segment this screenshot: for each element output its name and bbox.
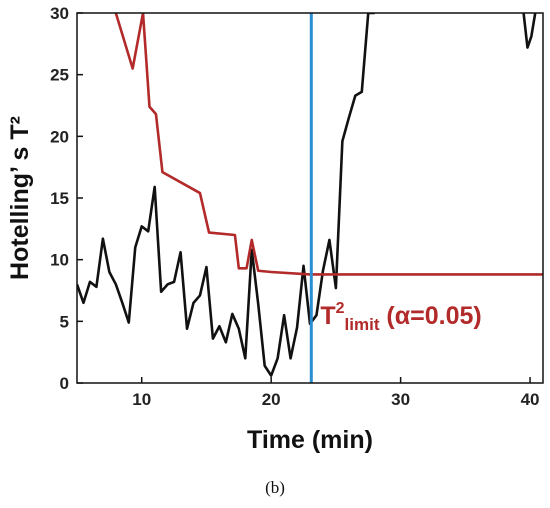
series-line-2 bbox=[522, 13, 537, 49]
y-axis-title: Hotelling’ s T² bbox=[6, 116, 34, 280]
x-tick-label: 40 bbox=[521, 390, 540, 409]
annotation-sub: limit bbox=[345, 315, 380, 334]
figure-caption: (b) bbox=[265, 478, 285, 497]
x-tick-label: 20 bbox=[262, 390, 281, 409]
x-tick-label: 30 bbox=[391, 390, 410, 409]
y-tick-label: 5 bbox=[60, 312, 69, 331]
control-limit-label: T2limit (α=0.05) bbox=[320, 300, 481, 334]
y-tick-label: 0 bbox=[60, 374, 69, 393]
y-tick-label: 30 bbox=[50, 4, 69, 23]
y-tick-label: 25 bbox=[50, 66, 69, 85]
y-tick-label: 20 bbox=[50, 127, 69, 146]
x-tick-label: 10 bbox=[132, 390, 151, 409]
tick-layer: 10 20 30 40 0 5 10 15 20 25 30 bbox=[50, 4, 539, 409]
annotation-rest: (α=0.05) bbox=[379, 302, 481, 330]
control-chart: 10 20 30 40 0 5 10 15 20 25 30 Time (min) Hotellin… bbox=[6, 4, 544, 454]
series-line-3 bbox=[114, 13, 543, 276]
series-line-1 bbox=[77, 13, 375, 377]
y-tick-label: 10 bbox=[50, 251, 69, 270]
y-tick-label: 15 bbox=[50, 189, 69, 208]
annotation-sup: 2 bbox=[336, 300, 345, 317]
series-layer bbox=[77, 13, 543, 377]
annotation-main: T bbox=[320, 302, 335, 330]
x-axis-title: Time (min) bbox=[247, 426, 373, 454]
